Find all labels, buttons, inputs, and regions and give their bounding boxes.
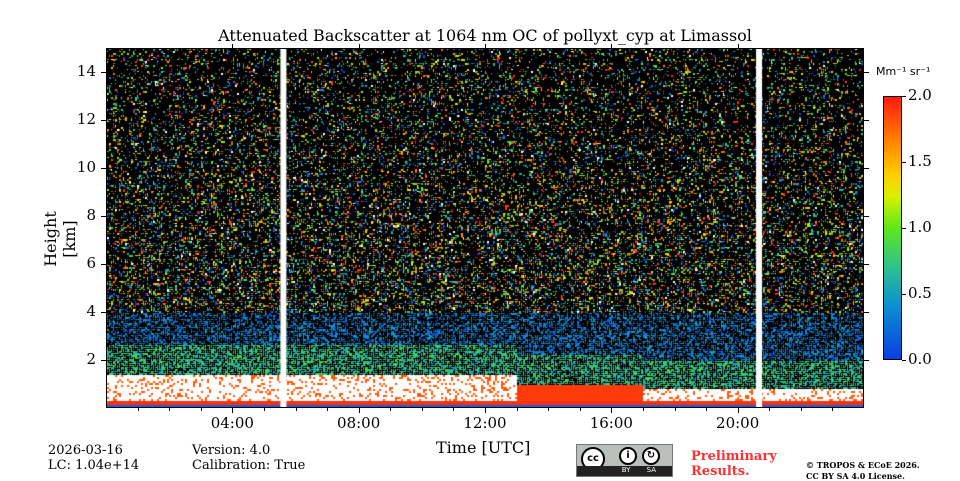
colorbar-tick-label: 1.5 — [908, 152, 932, 170]
colorbar — [883, 96, 902, 360]
cc-by-sa-logo: cc i ↻ BY SA — [576, 444, 673, 477]
version-label: Version: 4.0 — [192, 443, 271, 458]
copyright-label: © TROPOS & ECoE 2026. — [806, 460, 920, 470]
colorbar-tick-label: 0.5 — [908, 284, 932, 302]
y-tick-mark-right — [864, 264, 869, 265]
x-tick-mark-top — [737, 44, 739, 49]
x-minor-tick — [263, 408, 265, 411]
x-tick-mark — [737, 408, 739, 413]
x-minor-tick — [579, 408, 581, 411]
y-tick-mark-right — [864, 312, 869, 313]
y-tick-label: 14 — [76, 62, 96, 80]
x-tick-mark-top — [485, 44, 486, 49]
x-minor-tick — [200, 408, 202, 411]
x-tick-mark-top — [611, 44, 613, 49]
x-tick-mark — [232, 408, 234, 413]
x-minor-tick — [800, 408, 802, 411]
x-minor-tick — [832, 408, 834, 411]
x-tick-label: 20:00 — [716, 414, 760, 432]
colorbar-tick — [902, 294, 906, 295]
license-label: CC BY SA 4.0 License. — [806, 471, 905, 481]
x-tick-mark-top — [358, 44, 360, 49]
x-tick-label: 16:00 — [589, 414, 633, 432]
colorbar-tick — [902, 96, 906, 97]
y-tick-mark-right — [864, 168, 869, 169]
colorbar-tick-label: 1.0 — [908, 218, 932, 236]
x-tick-mark-top — [232, 44, 234, 49]
x-minor-tick — [137, 408, 139, 411]
y-tick-label: 8 — [86, 206, 96, 224]
chart-title: Attenuated Backscatter at 1064 nm OC of … — [218, 26, 752, 45]
y-tick-mark — [101, 312, 106, 313]
x-axis-label: Time [UTC] — [436, 438, 531, 457]
y-tick-label: 12 — [76, 110, 96, 128]
y-tick-mark — [101, 168, 106, 169]
y-tick-mark — [101, 360, 106, 361]
colorbar-tick-label: 0.0 — [908, 350, 932, 368]
x-minor-tick — [327, 408, 329, 411]
y-tick-mark-right — [864, 72, 869, 73]
x-minor-tick — [674, 408, 676, 411]
y-tick-mark — [101, 264, 106, 265]
x-minor-tick — [421, 408, 423, 411]
x-tick-mark — [611, 408, 613, 413]
y-tick-mark — [101, 72, 106, 73]
x-minor-tick — [453, 408, 455, 411]
y-tick-mark-right — [864, 360, 869, 361]
x-tick-label: 04:00 — [210, 414, 254, 432]
calibration-label: Calibration: True — [192, 458, 306, 473]
colorbar-tick — [902, 162, 906, 163]
x-tick-label: 12:00 — [463, 414, 507, 432]
preliminary-results-label: Preliminary Results. — [691, 449, 777, 479]
y-tick-label: 10 — [76, 158, 96, 176]
x-minor-tick — [169, 408, 171, 411]
y-tick-mark — [101, 216, 106, 217]
x-minor-tick — [295, 408, 297, 411]
colorbar-tick-label: 2.0 — [908, 86, 932, 104]
y-tick-mark — [101, 120, 106, 121]
colorbar-unit-label: Mm⁻¹ sr⁻¹ — [876, 65, 931, 78]
colorbar-tick — [902, 360, 906, 361]
lc-label: LC: 1.04e+14 — [48, 458, 140, 473]
y-tick-label: 6 — [86, 254, 96, 272]
colorbar-tick — [902, 228, 906, 229]
date-label: 2026-03-16 — [48, 443, 123, 458]
y-tick-label: 2 — [86, 350, 96, 368]
y-tick-mark-right — [864, 120, 869, 121]
x-tick-mark — [358, 408, 360, 413]
x-tick-mark — [485, 408, 486, 413]
y-tick-mark-right — [864, 216, 869, 217]
x-minor-tick — [706, 408, 708, 411]
x-minor-tick — [642, 408, 644, 411]
y-tick-label: 4 — [86, 302, 96, 320]
x-minor-tick — [548, 408, 550, 411]
y-axis-label: Height [km] — [41, 211, 79, 267]
x-minor-tick — [516, 408, 518, 411]
plot-area — [106, 48, 864, 408]
x-tick-label: 08:00 — [337, 414, 381, 432]
backscatter-heatmap — [107, 49, 863, 407]
x-minor-tick — [390, 408, 392, 411]
x-minor-tick — [769, 408, 771, 411]
